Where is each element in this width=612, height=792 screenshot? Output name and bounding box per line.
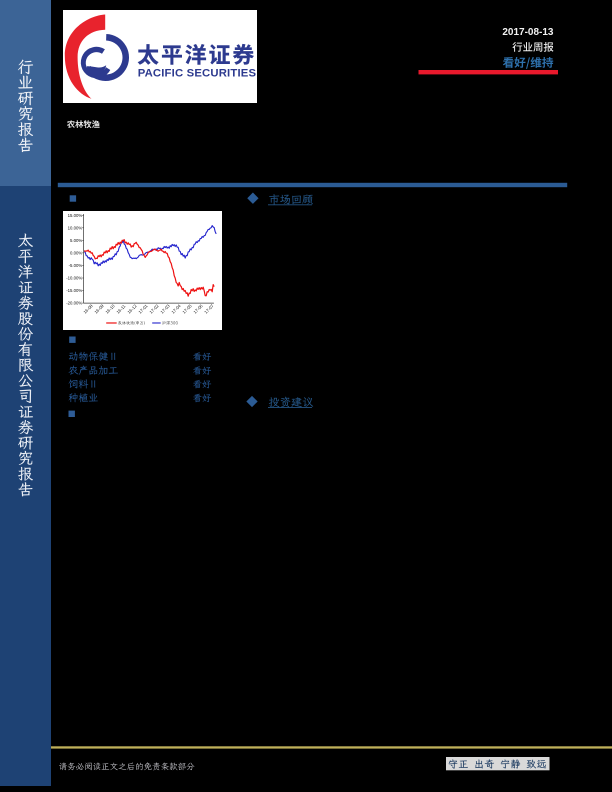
- svg-text:17-02: 17-02: [148, 302, 160, 314]
- svg-text:16-12: 16-12: [126, 302, 138, 314]
- svg-text:-20.00%: -20.00%: [66, 300, 82, 305]
- svg-text:17-07: 17-07: [203, 302, 215, 314]
- svg-text:5.00%: 5.00%: [70, 237, 82, 242]
- svg-text:17-06: 17-06: [192, 302, 204, 314]
- svg-text:-15.00%: -15.00%: [66, 288, 82, 293]
- svg-text:0.00%: 0.00%: [70, 250, 82, 255]
- svg-text:-10.00%: -10.00%: [66, 275, 82, 280]
- svg-text:17-01: 17-01: [137, 302, 149, 314]
- svg-text:15.00%: 15.00%: [67, 212, 82, 217]
- svg-text:17-04: 17-04: [170, 302, 182, 314]
- svg-text:10.00%: 10.00%: [67, 225, 82, 230]
- svg-text:16-08: 16-08: [82, 302, 94, 314]
- svg-text:17-05: 17-05: [181, 302, 193, 314]
- svg-text:17-03: 17-03: [159, 302, 171, 314]
- svg-text:PACIFIC SECURITIES: PACIFIC SECURITIES: [138, 68, 257, 80]
- svg-text:16-11: 16-11: [115, 303, 126, 314]
- svg-text:-5.00%: -5.00%: [68, 262, 82, 267]
- svg-text:16-10: 16-10: [104, 302, 116, 314]
- svg-text:16-09: 16-09: [93, 302, 105, 314]
